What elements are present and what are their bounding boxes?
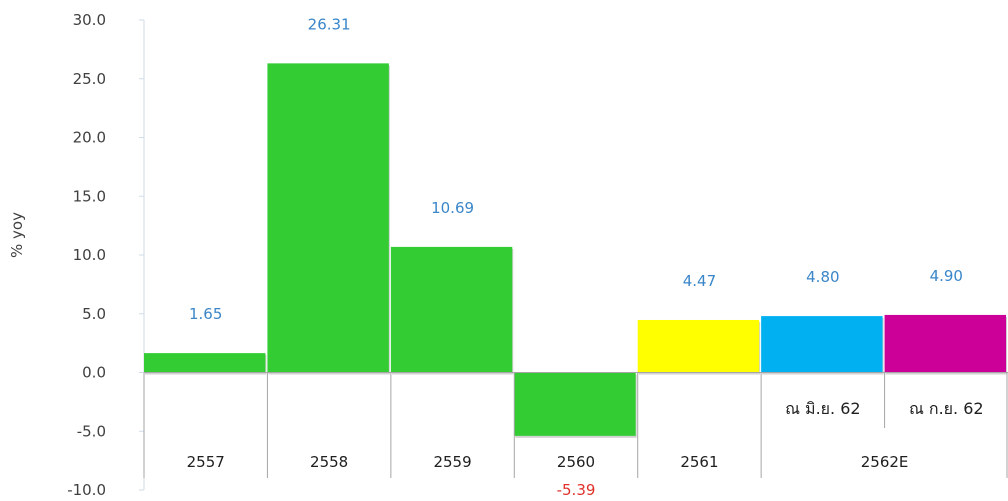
y-axis-title: % yoy — [8, 212, 26, 258]
y-tick-label: 25.0 — [73, 70, 106, 88]
x-category-label: 2561 — [680, 453, 718, 471]
y-tick-label: 30.0 — [73, 11, 106, 29]
data-label: 1.65 — [189, 305, 222, 323]
bar — [267, 63, 389, 373]
bar — [637, 319, 760, 373]
value-labels: 1.65 26.31 10.69 -5.39 4.47 4.80 4.90 — [189, 15, 963, 499]
bar — [884, 314, 1006, 373]
y-axis: 30.0 25.0 20.0 15.0 10.0 5.0 0.0 -5.0 -10.0 — [67, 11, 145, 499]
x-category-label: 2557 — [187, 453, 225, 471]
bar — [761, 316, 883, 373]
y-tick-label: 20.0 — [73, 129, 106, 147]
bar — [514, 372, 636, 436]
x-category-label: 2562E — [861, 453, 909, 471]
data-label: 4.80 — [806, 268, 839, 286]
x-axis: ณ มิ.ย. 62 ณ ก.ย. 62 2557 2558 2559 2560 2561 2… — [143, 372, 1008, 478]
x-category-label: 2558 — [310, 453, 348, 471]
data-label: 4.47 — [683, 272, 716, 290]
bar — [390, 246, 513, 373]
data-label: 10.69 — [431, 199, 474, 217]
y-tick-label: 0.0 — [82, 364, 106, 382]
data-label: -5.39 — [557, 481, 596, 499]
data-label: 4.90 — [930, 267, 963, 285]
y-tick-label: 10.0 — [73, 246, 106, 264]
y-tick-label: 5.0 — [82, 305, 106, 323]
x-sub-label: ณ ก.ย. 62 — [909, 399, 984, 418]
y-tick-label: -10.0 — [67, 481, 106, 499]
bar — [144, 353, 266, 373]
y-tick-label: -5.0 — [77, 422, 106, 440]
y-tick-label: 15.0 — [73, 187, 106, 205]
bars — [144, 63, 1007, 438]
data-label: 26.31 — [308, 15, 351, 33]
x-sub-label: ณ มิ.ย. 62 — [785, 399, 860, 418]
x-category-label: 2559 — [433, 453, 471, 471]
x-category-label: 2560 — [557, 453, 595, 471]
